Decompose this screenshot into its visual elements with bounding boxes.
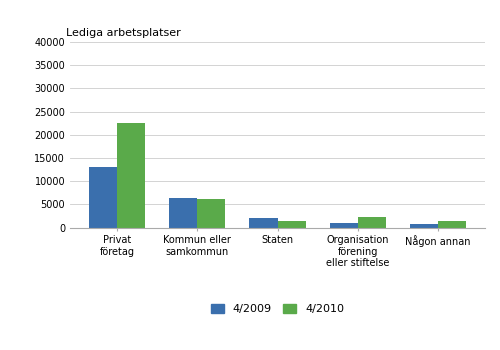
Legend: 4/2009, 4/2010: 4/2009, 4/2010 [206,299,349,318]
Bar [117,123,145,228]
Bar [278,221,305,228]
Bar [169,198,197,228]
Bar [358,217,386,228]
Bar [250,218,278,228]
Bar [410,224,438,228]
Bar [330,223,358,228]
Text: Lediga arbetsplatser: Lediga arbetsplatser [66,28,180,38]
Bar [197,199,226,228]
Bar [89,167,117,228]
Bar [438,220,466,228]
